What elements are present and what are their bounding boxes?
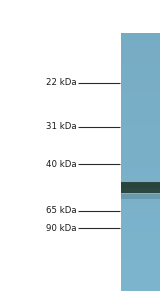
- Text: 31 kDa: 31 kDa: [46, 122, 77, 131]
- Bar: [121, 0, 160, 33]
- Text: 65 kDa: 65 kDa: [46, 207, 77, 215]
- Bar: [121, 182, 160, 193]
- Text: 90 kDa: 90 kDa: [46, 224, 77, 233]
- Bar: [121, 194, 160, 199]
- Bar: [121, 183, 160, 188]
- Text: 22 kDa: 22 kDa: [46, 79, 77, 87]
- Text: 40 kDa: 40 kDa: [46, 160, 77, 169]
